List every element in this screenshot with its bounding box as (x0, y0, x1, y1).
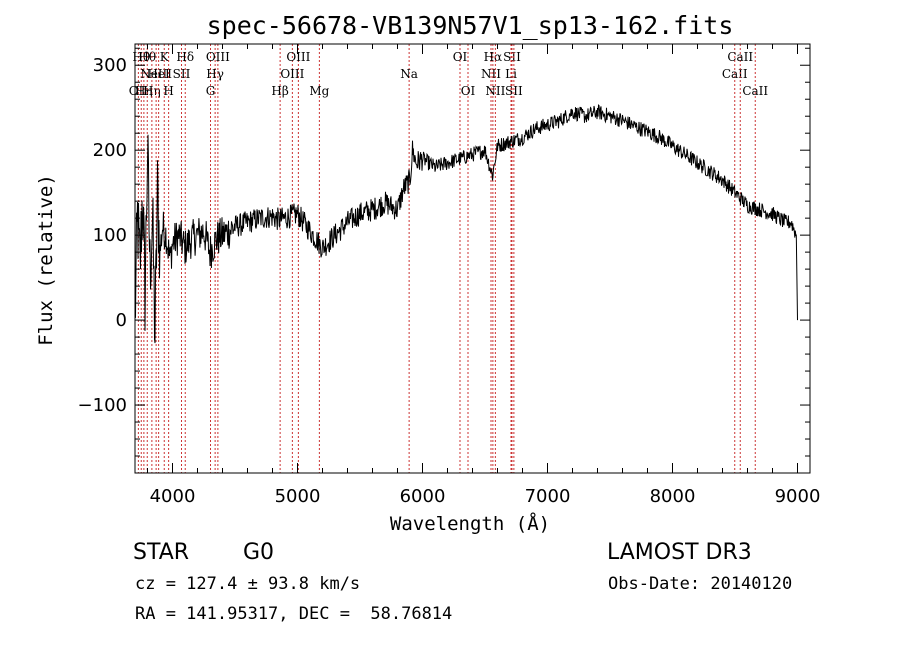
survey-name: LAMOST DR3 (607, 540, 752, 565)
x-tick-label: 8000 (650, 486, 696, 507)
object-subclass: G0 (243, 540, 275, 565)
spectral-line-label: OI (461, 84, 476, 98)
x-tick-label: 5000 (275, 486, 321, 507)
y-axis-label: Flux (relative) (35, 174, 57, 346)
y-tick-label: 0 (116, 310, 127, 331)
spectral-line-label: H (163, 84, 173, 98)
spectral-line-label: HeI (147, 67, 170, 81)
spectral-line-label: Li (505, 67, 517, 81)
spectral-line-label: CaII (722, 67, 748, 81)
plot-frame (134, 43, 811, 474)
y-tick-label: −100 (78, 395, 127, 416)
y-tick-label: 300 (93, 55, 127, 76)
spectral-line-markers: OIIHθHηHθHηNeIIIHeIKHSIIHδGHγOIIIHβOIIIO… (129, 44, 768, 473)
spectrum-series (134, 104, 798, 344)
spectral-line-label: Mg (309, 84, 329, 98)
coords-text: RA = 141.95317, DEC = 58.76814 (135, 604, 453, 624)
spectral-line-label: OIII (206, 50, 230, 64)
spectral-line-label: Hα (484, 50, 503, 64)
spectral-line-label: K (160, 50, 170, 64)
spectral-line-label: Hδ (176, 50, 194, 64)
spectral-line-label: G (206, 84, 216, 98)
spectral-line-label: CaII (742, 84, 768, 98)
spectral-line-label: Hη (143, 84, 161, 98)
spectral-line-label: OI (453, 50, 468, 64)
spectral-line-label: Hγ (206, 67, 224, 81)
redshift-text: cz = 127.4 ± 93.8 km/s (135, 574, 361, 594)
axis-ticks: 4000 5000 6000 7000 8000 9000 −100 0 100 200 300 (78, 44, 821, 507)
obs-date-text: Obs-Date: 20140120 (608, 574, 793, 594)
spectral-line-label: CaII (727, 50, 753, 64)
spectral-line-label: Na (400, 67, 418, 81)
y-tick-label: 100 (93, 225, 127, 246)
spectral-line-label: SII (173, 67, 191, 81)
spectral-line-label: Hβ (271, 84, 288, 98)
x-tick-label: 9000 (775, 486, 821, 507)
object-class: STAR (133, 540, 190, 565)
spectral-line-label: Hη (135, 84, 153, 98)
spectral-line-label: Hθ (132, 50, 150, 64)
spectral-line-label: SII (503, 50, 521, 64)
spectral-line-label: SII (505, 84, 523, 98)
x-tick-label: 7000 (525, 486, 571, 507)
spectral-line-label: NII (485, 84, 505, 98)
chart-title: spec-56678-VB139N57V1_sp13-162.fits (207, 11, 734, 40)
x-tick-label: 6000 (400, 486, 446, 507)
x-tick-label: 4000 (150, 486, 196, 507)
x-axis-label: Wavelength (Å) (390, 512, 550, 535)
spectral-line-label: NII (481, 67, 501, 81)
spectral-line-label: OIII (286, 50, 310, 64)
y-tick-label: 200 (93, 140, 127, 161)
spectrum-line (134, 104, 798, 344)
spectral-line-label: Hθ (138, 50, 156, 64)
spectral-line-label: OII (129, 84, 149, 98)
spectral-line-label: OIII (280, 67, 304, 81)
